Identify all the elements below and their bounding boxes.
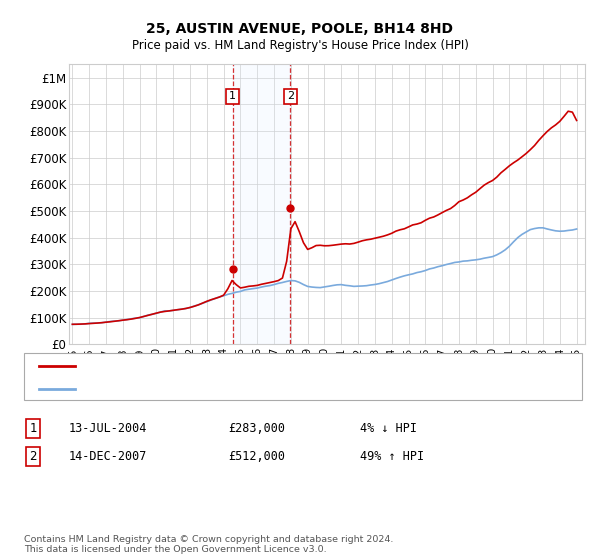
Text: 13-JUL-2004: 13-JUL-2004 [69,422,148,435]
Text: 1: 1 [29,422,37,435]
Text: Price paid vs. HM Land Registry's House Price Index (HPI): Price paid vs. HM Land Registry's House … [131,39,469,52]
Text: 14-DEC-2007: 14-DEC-2007 [69,450,148,463]
Text: 1: 1 [229,91,236,101]
Text: £283,000: £283,000 [228,422,285,435]
Text: 4% ↓ HPI: 4% ↓ HPI [360,422,417,435]
Text: 2: 2 [287,91,294,101]
Text: Contains HM Land Registry data © Crown copyright and database right 2024.
This d: Contains HM Land Registry data © Crown c… [24,535,394,554]
Text: HPI: Average price, detached house, Bournemouth Christchurch and Poole: HPI: Average price, detached house, Bour… [81,384,496,394]
Text: 2: 2 [29,450,37,463]
Text: 49% ↑ HPI: 49% ↑ HPI [360,450,424,463]
Bar [233,64,290,344]
Text: £512,000: £512,000 [228,450,285,463]
Text: 25, AUSTIN AVENUE, POOLE, BH14 8HD (detached house): 25, AUSTIN AVENUE, POOLE, BH14 8HD (deta… [81,361,403,371]
Text: 25, AUSTIN AVENUE, POOLE, BH14 8HD: 25, AUSTIN AVENUE, POOLE, BH14 8HD [146,22,454,36]
